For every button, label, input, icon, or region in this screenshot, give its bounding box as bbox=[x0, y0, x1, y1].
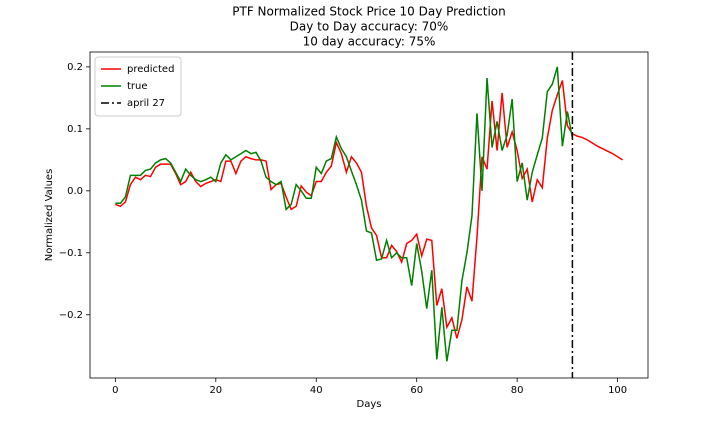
plot-frame bbox=[89, 51, 649, 379]
y-tick-label: −0.1 bbox=[59, 248, 83, 259]
data-line bbox=[115, 80, 624, 339]
legend-label: predicted bbox=[127, 64, 174, 75]
y-tick-label: −0.2 bbox=[59, 310, 83, 321]
x-tick-label: 60 bbox=[410, 385, 423, 396]
chart-subtitle: 10 day accuracy: 75% bbox=[303, 35, 436, 49]
data-line bbox=[115, 66, 574, 362]
chart-title: PTF Normalized Stock Price 10 Day Predic… bbox=[232, 5, 505, 19]
legend-label: true bbox=[127, 81, 148, 92]
legend-label: april 27 bbox=[127, 98, 165, 109]
y-tick-label: 0.2 bbox=[67, 62, 83, 73]
x-tick-label: 40 bbox=[310, 385, 323, 396]
legend: predicted true april 27 bbox=[94, 56, 182, 117]
x-axis-label: Days bbox=[357, 399, 382, 410]
chart-subtitle: Day to Day accuracy: 70% bbox=[290, 20, 449, 34]
x-tick-label: 0 bbox=[112, 385, 118, 396]
y-tick-label: 0.1 bbox=[67, 124, 83, 135]
legend-box bbox=[94, 56, 182, 117]
x-tick-label: 100 bbox=[608, 385, 627, 396]
y-tick-label: 0.0 bbox=[67, 186, 83, 197]
x-tick-label: 80 bbox=[511, 385, 524, 396]
y-axis-label: Normalized Values bbox=[44, 169, 55, 262]
x-tick-label: 20 bbox=[209, 385, 222, 396]
